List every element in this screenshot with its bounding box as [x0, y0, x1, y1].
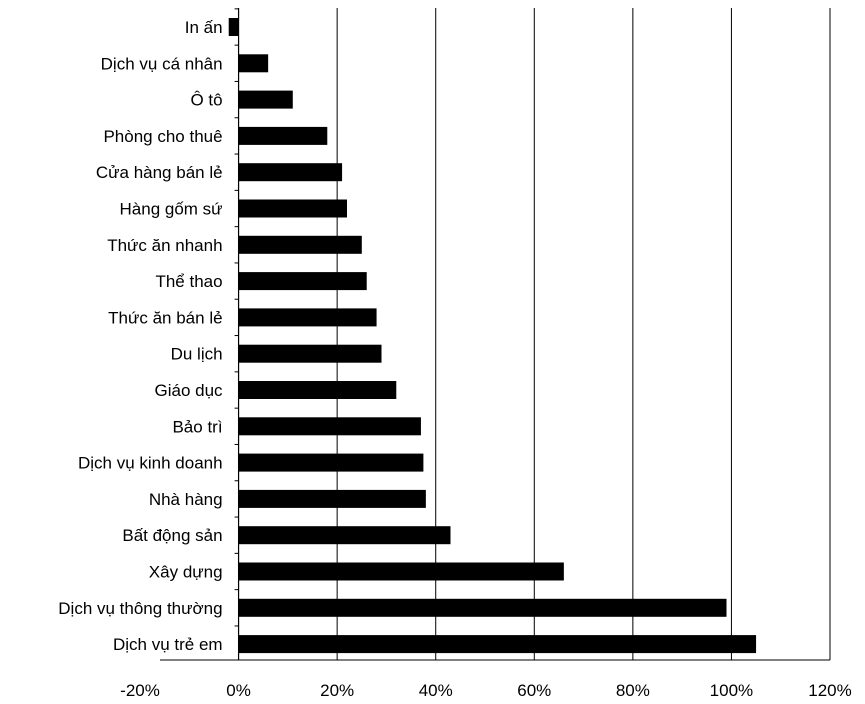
bar-7 — [238, 272, 367, 291]
x-tick-label-1: 0% — [226, 681, 251, 700]
x-tick-label-7: 120% — [808, 681, 851, 700]
tick-label-layer: -20% 0% 20% 40% 60% 80% 100% 120% — [120, 681, 852, 700]
category-label-11: Bảo trì — [172, 417, 222, 436]
category-label-14: Bất động sản — [122, 526, 222, 545]
category-label-13: Nhà hàng — [149, 490, 223, 509]
category-label-12: Dịch vụ kinh doanh — [78, 454, 223, 473]
bar-4 — [238, 163, 343, 182]
bar-2 — [238, 90, 293, 109]
category-label-10: Giáo dục — [155, 381, 224, 400]
bar-3 — [238, 126, 328, 145]
bar-5 — [238, 199, 347, 218]
category-label-4: Cửa hàng bán lẻ — [96, 163, 223, 182]
category-label-16: Dịch vụ thông thường — [58, 599, 222, 618]
x-tick-label-2: 20% — [320, 681, 354, 700]
bar-12 — [238, 453, 424, 472]
bar-1 — [238, 54, 269, 73]
category-label-9: Du lịch — [171, 345, 223, 364]
category-label-2: Ô tô — [190, 91, 222, 110]
category-label-3: Phòng cho thuê — [103, 127, 222, 146]
bar-13 — [238, 489, 426, 508]
bar-14 — [238, 526, 451, 545]
category-label-8: Thức ăn bán lẻ — [108, 308, 222, 327]
axis-layer — [160, 8, 830, 661]
category-label-layer: In ấn Dịch vụ cá nhân Ô tô Phòng cho thuê Cử… — [58, 18, 223, 654]
category-label-5: Hàng gốm sứ — [120, 200, 223, 219]
bar-17 — [238, 635, 757, 654]
bar-10 — [238, 381, 397, 399]
category-label-0: In ấn — [185, 18, 223, 37]
bar-11 — [238, 417, 421, 436]
category-label-17: Dịch vụ trẻ em — [113, 635, 223, 654]
bar-16 — [238, 598, 727, 617]
bar-8 — [238, 308, 377, 327]
bar-6 — [238, 235, 362, 254]
x-tick-label-3: 40% — [419, 681, 453, 700]
x-tick-label-5: 80% — [616, 681, 650, 700]
bar-9 — [238, 344, 382, 363]
category-label-1: Dịch vụ cá nhân — [101, 54, 223, 73]
grid-layer — [336, 8, 831, 660]
bar-15 — [238, 562, 564, 581]
x-tick-label-6: 100% — [710, 681, 753, 700]
x-tick-label-0: -20% — [120, 681, 160, 700]
category-label-15: Xây dựng — [149, 563, 223, 582]
bar-0 — [228, 18, 239, 36]
category-label-6: Thức ăn nhanh — [107, 236, 222, 255]
x-tick-label-4: 60% — [517, 681, 551, 700]
category-label-7: Thể thao — [155, 272, 222, 291]
bar-layer — [228, 18, 757, 654]
